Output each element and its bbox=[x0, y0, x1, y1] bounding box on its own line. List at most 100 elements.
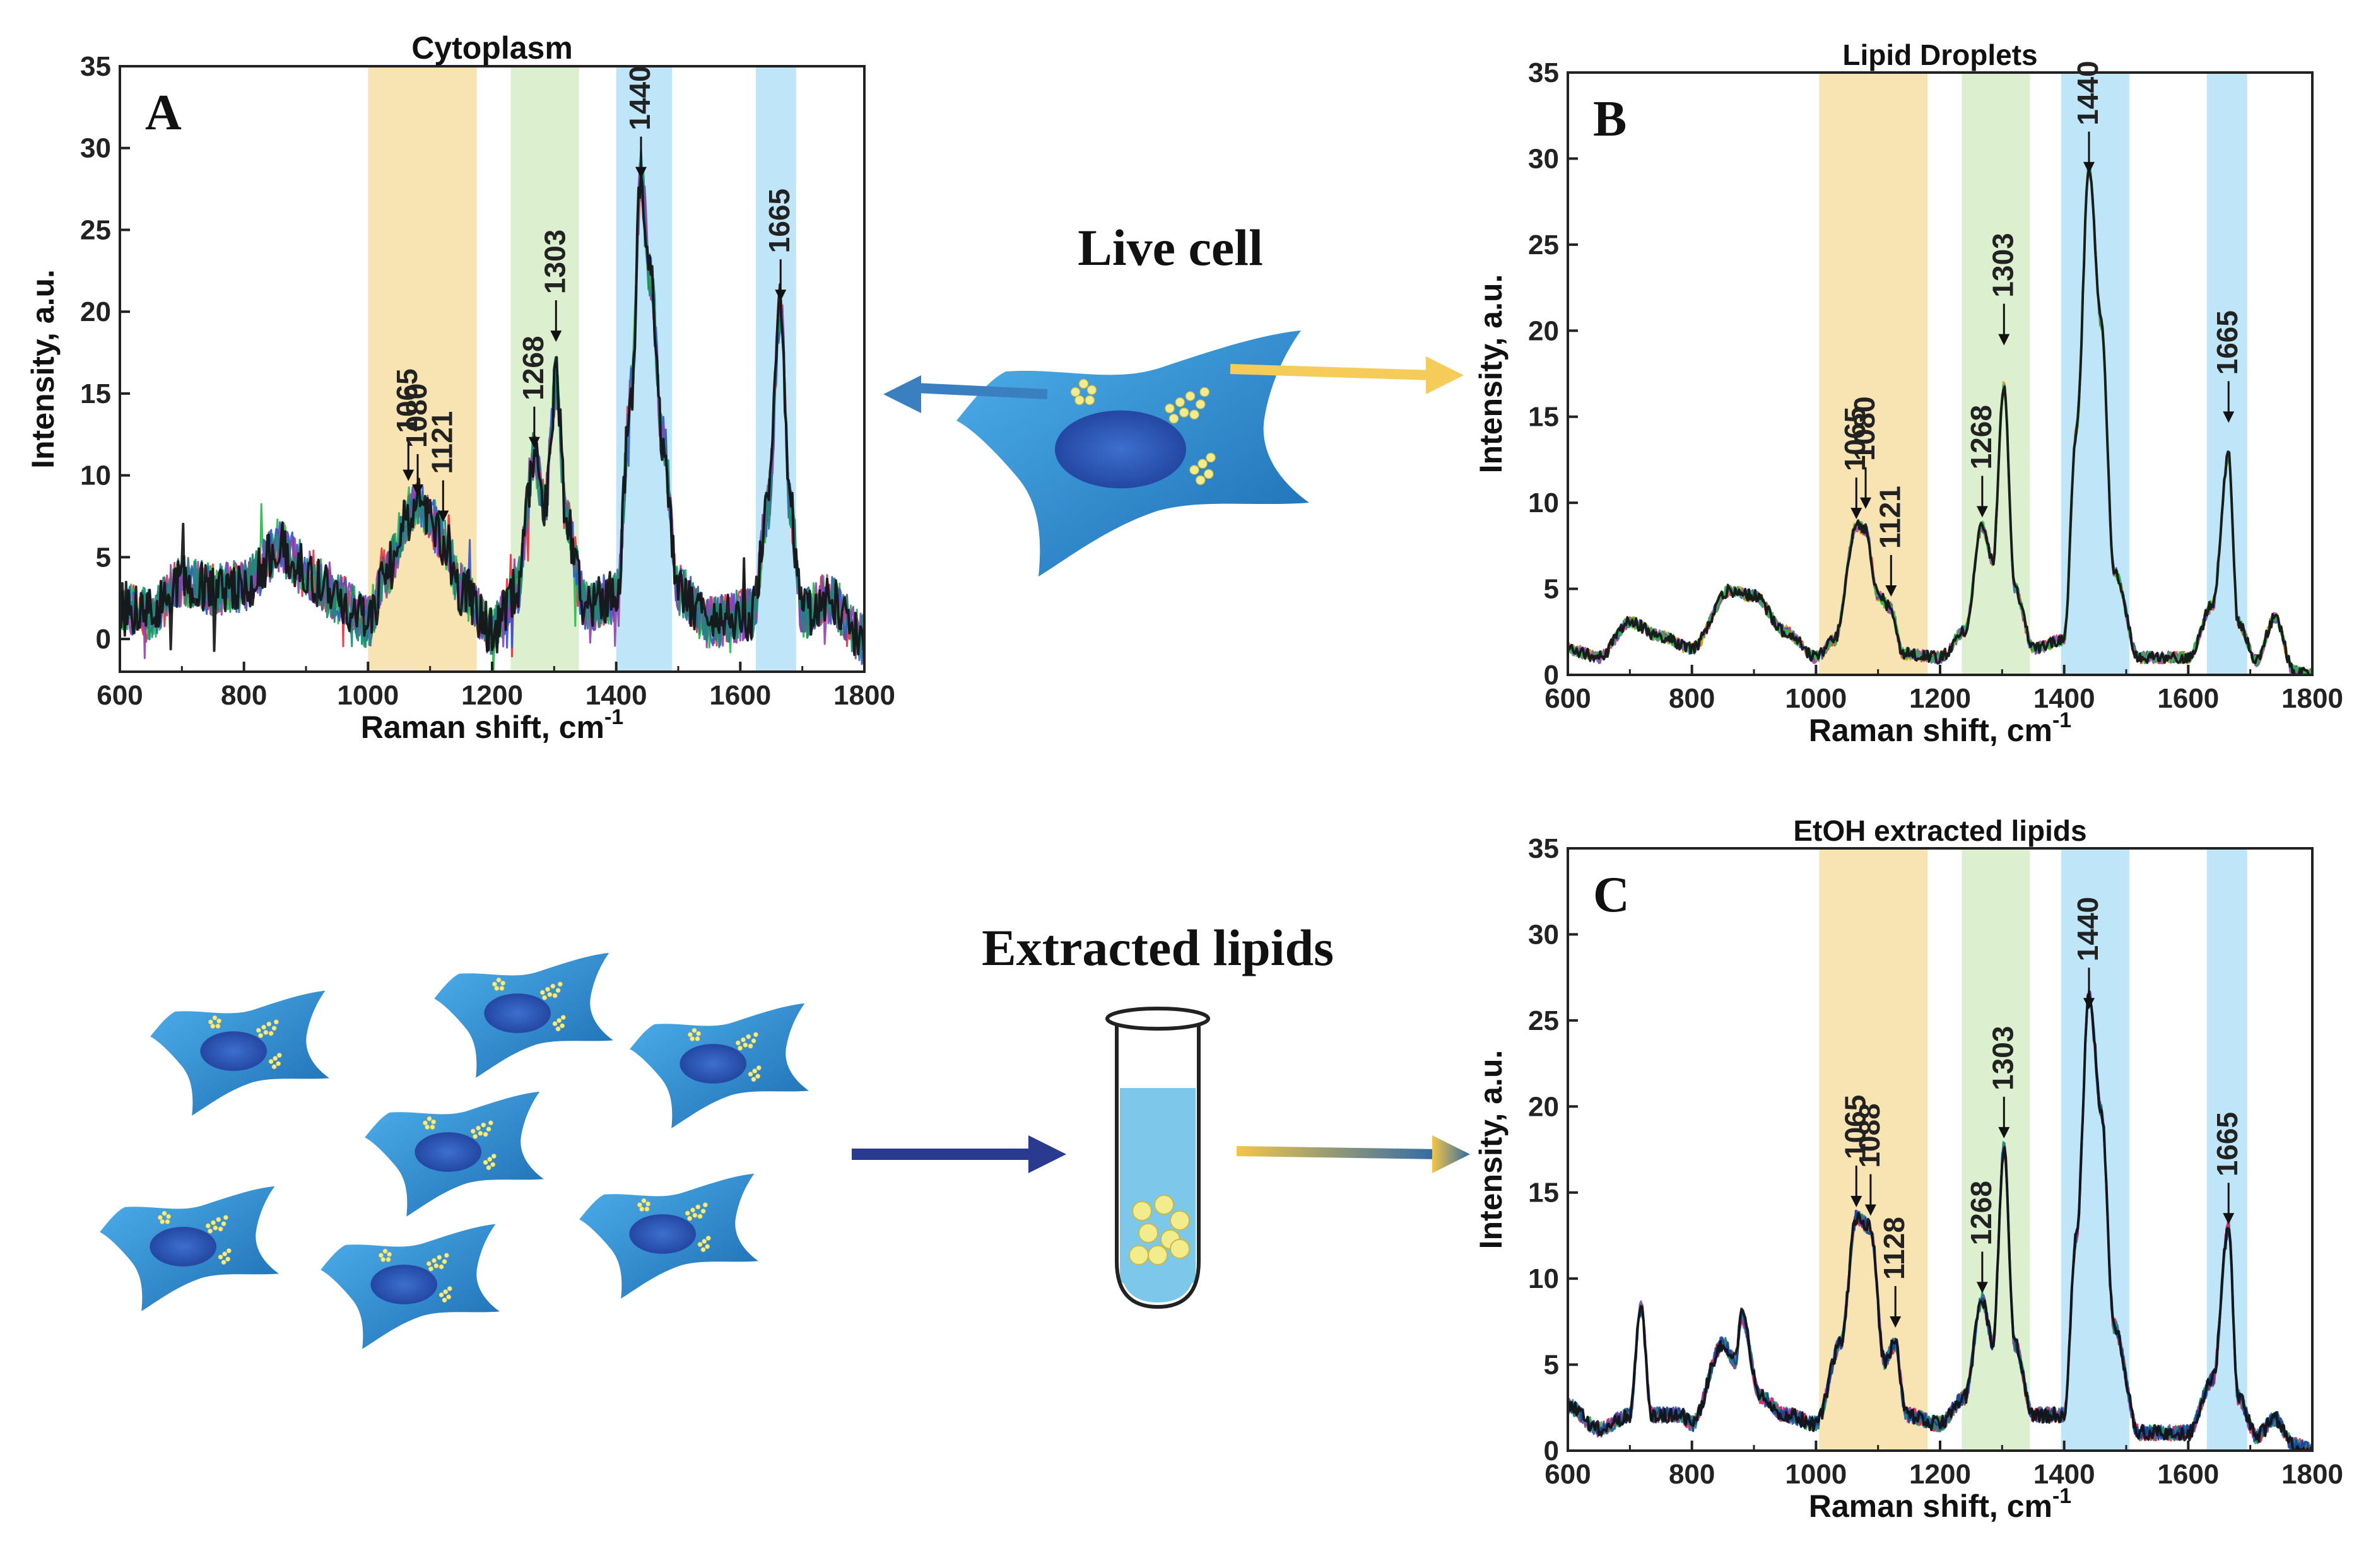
lipid-droplet bbox=[380, 1256, 386, 1262]
peak-arrowhead-1303 bbox=[1998, 1126, 2010, 1138]
lipid-droplet bbox=[486, 1126, 491, 1132]
lipid-droplet bbox=[382, 1248, 388, 1254]
y-tick-label: 25 bbox=[80, 214, 111, 245]
lipid-droplet bbox=[738, 1045, 743, 1051]
nucleus bbox=[150, 1227, 216, 1267]
lipid-droplet bbox=[422, 1120, 428, 1126]
lipid-droplet bbox=[221, 1221, 227, 1227]
lipid-droplet bbox=[700, 1208, 706, 1214]
lipid-droplet bbox=[276, 1061, 281, 1067]
peak-arrowhead-1088 bbox=[1864, 1204, 1876, 1216]
lipid-droplet bbox=[165, 1219, 170, 1224]
lipid-droplet bbox=[751, 1077, 756, 1082]
lipid-droplet bbox=[387, 1251, 392, 1257]
lipid-droplet bbox=[748, 1043, 753, 1049]
lipid-droplet bbox=[1086, 385, 1097, 395]
band-blue-2 bbox=[616, 66, 673, 672]
nucleus bbox=[370, 1265, 437, 1304]
peak-label-1268: 1268 bbox=[1965, 405, 1997, 469]
x-tick-label: 1400 bbox=[2033, 1459, 2095, 1490]
lipid-droplet bbox=[426, 1261, 432, 1267]
nucleus bbox=[629, 1214, 696, 1254]
lipid-droplet bbox=[218, 1255, 223, 1260]
series-line-1 bbox=[1568, 996, 2312, 1451]
peak-label-1128: 1128 bbox=[1878, 1217, 1910, 1280]
x-tick-label: 800 bbox=[1669, 1459, 1715, 1490]
x-axis-ticks: 600 800 1000 1200 1400 1600 1800 bbox=[1544, 665, 2343, 714]
series-line-7 bbox=[1568, 993, 2312, 1451]
lipid-droplet bbox=[490, 1162, 496, 1167]
lipid-droplet bbox=[258, 1033, 264, 1038]
lipid-droplet bbox=[256, 1027, 261, 1033]
lipid-droplet bbox=[550, 983, 556, 989]
peak-arrowhead-1268 bbox=[1976, 1282, 1988, 1294]
y-tick-label: 5 bbox=[1544, 1350, 1559, 1381]
peak-label-1121: 1121 bbox=[1873, 486, 1906, 549]
lipid-droplet bbox=[438, 1292, 444, 1297]
x-axis-label-superscript: -1 bbox=[2052, 708, 2071, 732]
lipid-droplet bbox=[552, 1021, 558, 1026]
population-cell-0 bbox=[150, 990, 329, 1116]
lipid-droplet bbox=[697, 1242, 703, 1247]
chart-title: Lipid Droplets bbox=[1842, 38, 2037, 71]
lipid-droplet bbox=[735, 1040, 741, 1046]
y-tick-label: 25 bbox=[1528, 1005, 1559, 1036]
series-line-6 bbox=[1568, 989, 2312, 1451]
x-axis-label: Raman shift, cm-1 bbox=[361, 705, 623, 745]
lipid-droplet bbox=[273, 1019, 279, 1025]
lipid-droplet bbox=[1170, 1239, 1190, 1259]
x-tick-label: 600 bbox=[97, 680, 143, 711]
lipid-droplet bbox=[702, 1202, 708, 1208]
lipid-droplet bbox=[560, 1023, 565, 1029]
lipid-droplet bbox=[443, 1289, 449, 1295]
lipid-droplet bbox=[697, 1214, 703, 1219]
lipid-droplet bbox=[752, 1068, 758, 1074]
lipid-droplet bbox=[261, 1024, 267, 1030]
lipid-droplet bbox=[470, 1128, 476, 1134]
lipid-droplet bbox=[685, 1210, 690, 1216]
lipid-droplet bbox=[430, 1124, 435, 1130]
peak-label-1065: 1065 bbox=[1839, 407, 1871, 471]
panel-letter: B bbox=[1593, 91, 1627, 147]
lipid-droplet bbox=[545, 986, 551, 992]
peak-arrowhead-1440 bbox=[2083, 161, 2095, 173]
peak-arrowhead-1065 bbox=[403, 469, 415, 481]
series-line-5 bbox=[1568, 168, 2312, 675]
lipid-droplet bbox=[1168, 413, 1179, 424]
peak-arrowhead-1065 bbox=[1850, 508, 1862, 520]
lipid-droplet bbox=[491, 981, 497, 987]
spectrum-traces bbox=[1568, 988, 2312, 1451]
lipid-droplet bbox=[1189, 409, 1199, 420]
lipid-droplet bbox=[751, 1038, 756, 1044]
x-tick-label: 1200 bbox=[1909, 683, 1971, 714]
x-tick-label: 600 bbox=[1544, 1459, 1591, 1490]
lipid-droplet bbox=[438, 1264, 444, 1270]
lipid-droplet bbox=[276, 1053, 282, 1058]
lipid-droplet bbox=[481, 1122, 486, 1128]
y-tick-label: 5 bbox=[1544, 574, 1559, 605]
y-axis-ticks: 0 5 10 15 20 25 30 35 bbox=[80, 51, 130, 655]
lipid-droplet bbox=[268, 1059, 274, 1064]
lipid-droplet bbox=[221, 1260, 227, 1265]
peak-arrowhead-1440 bbox=[635, 167, 647, 178]
lipid-droplet bbox=[556, 1018, 562, 1024]
lipid-droplet bbox=[488, 1120, 493, 1126]
highlight-bands bbox=[368, 66, 796, 672]
y-tick-label: 0 bbox=[1544, 1436, 1559, 1466]
peak-arrowhead-1080 bbox=[412, 484, 423, 496]
y-axis-label: Intensity, a.u. bbox=[1473, 274, 1509, 474]
peak-label-1080: 1080 bbox=[400, 383, 433, 448]
highlight-bands bbox=[1819, 73, 2247, 675]
arrow-head bbox=[1028, 1135, 1066, 1173]
x-axis-label-text: Raman shift, cm bbox=[1809, 713, 2052, 748]
band-blue-3 bbox=[2206, 73, 2247, 675]
lipid-droplet bbox=[1078, 378, 1089, 389]
peak-arrowhead-1665 bbox=[2223, 411, 2235, 423]
peak-label-1303: 1303 bbox=[1986, 233, 2019, 297]
lipid-droplet bbox=[223, 1215, 228, 1220]
plot-frame bbox=[1567, 847, 2314, 1452]
population-cell-2 bbox=[630, 1003, 809, 1128]
series-line-2 bbox=[1568, 166, 2312, 675]
